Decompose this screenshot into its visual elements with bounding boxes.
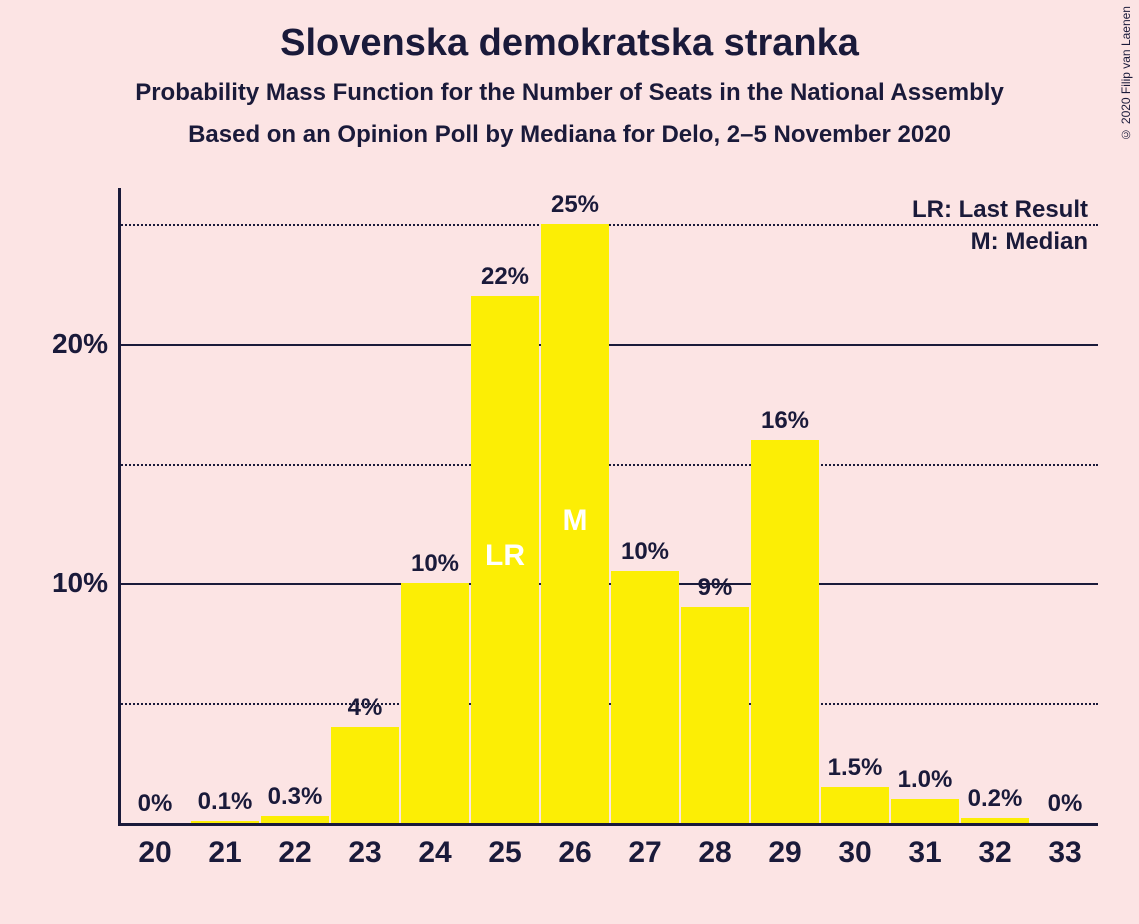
bar-value-label: 1.0% [898, 766, 953, 794]
bar [681, 607, 750, 823]
x-tick-label: 33 [1048, 836, 1081, 870]
y-axis [118, 188, 121, 826]
chart-area: LR: Last Result M: Median 10%20%0%200.1%… [118, 188, 1098, 826]
x-tick-label: 20 [138, 836, 171, 870]
plot-region: LR: Last Result M: Median 10%20%0%200.1%… [118, 188, 1098, 826]
x-tick-label: 23 [348, 836, 381, 870]
x-tick-label: 28 [698, 836, 731, 870]
bar-value-label: 0.2% [968, 785, 1023, 813]
bar [821, 787, 890, 823]
bar [611, 571, 680, 823]
bar-value-label: 0% [138, 790, 173, 818]
x-tick-label: 27 [628, 836, 661, 870]
legend-lr: LR: Last Result [912, 194, 1088, 226]
x-tick-label: 30 [838, 836, 871, 870]
bar-value-label: 1.5% [828, 754, 883, 782]
chart-title: Slovenska demokratska stranka [0, 0, 1139, 65]
bar [331, 727, 400, 823]
bar-value-label: 0.3% [268, 783, 323, 811]
x-tick-label: 25 [488, 836, 521, 870]
bar [751, 440, 820, 823]
x-tick-label: 32 [978, 836, 1011, 870]
bar-value-label: 0.1% [198, 788, 253, 816]
bar [891, 799, 960, 823]
x-axis [118, 823, 1098, 826]
x-tick-label: 21 [208, 836, 241, 870]
x-tick-label: 24 [418, 836, 451, 870]
bar-value-label: 16% [761, 407, 809, 435]
y-tick-label: 20% [8, 328, 108, 360]
bar-value-label: 25% [551, 191, 599, 219]
bar [261, 816, 330, 823]
legend-m: M: Median [912, 226, 1088, 258]
chart-subtitle-1: Probability Mass Function for the Number… [0, 65, 1139, 107]
chart-subtitle-2: Based on an Opinion Poll by Mediana for … [0, 107, 1139, 149]
copyright-text: © 2020 Filip van Laenen [1119, 6, 1133, 141]
in-bar-marker: LR [485, 539, 525, 573]
y-tick-label: 10% [8, 567, 108, 599]
bar-value-label: 9% [698, 574, 733, 602]
bar-value-label: 22% [481, 263, 529, 291]
x-tick-label: 22 [278, 836, 311, 870]
legend: LR: Last Result M: Median [912, 194, 1088, 258]
x-tick-label: 31 [908, 836, 941, 870]
bar [401, 583, 470, 823]
bar-value-label: 0% [1048, 790, 1083, 818]
in-bar-marker: M [563, 504, 588, 538]
x-tick-label: 26 [558, 836, 591, 870]
bar-value-label: 10% [621, 538, 669, 566]
bar-value-label: 4% [348, 694, 383, 722]
x-tick-label: 29 [768, 836, 801, 870]
bar-value-label: 10% [411, 550, 459, 578]
